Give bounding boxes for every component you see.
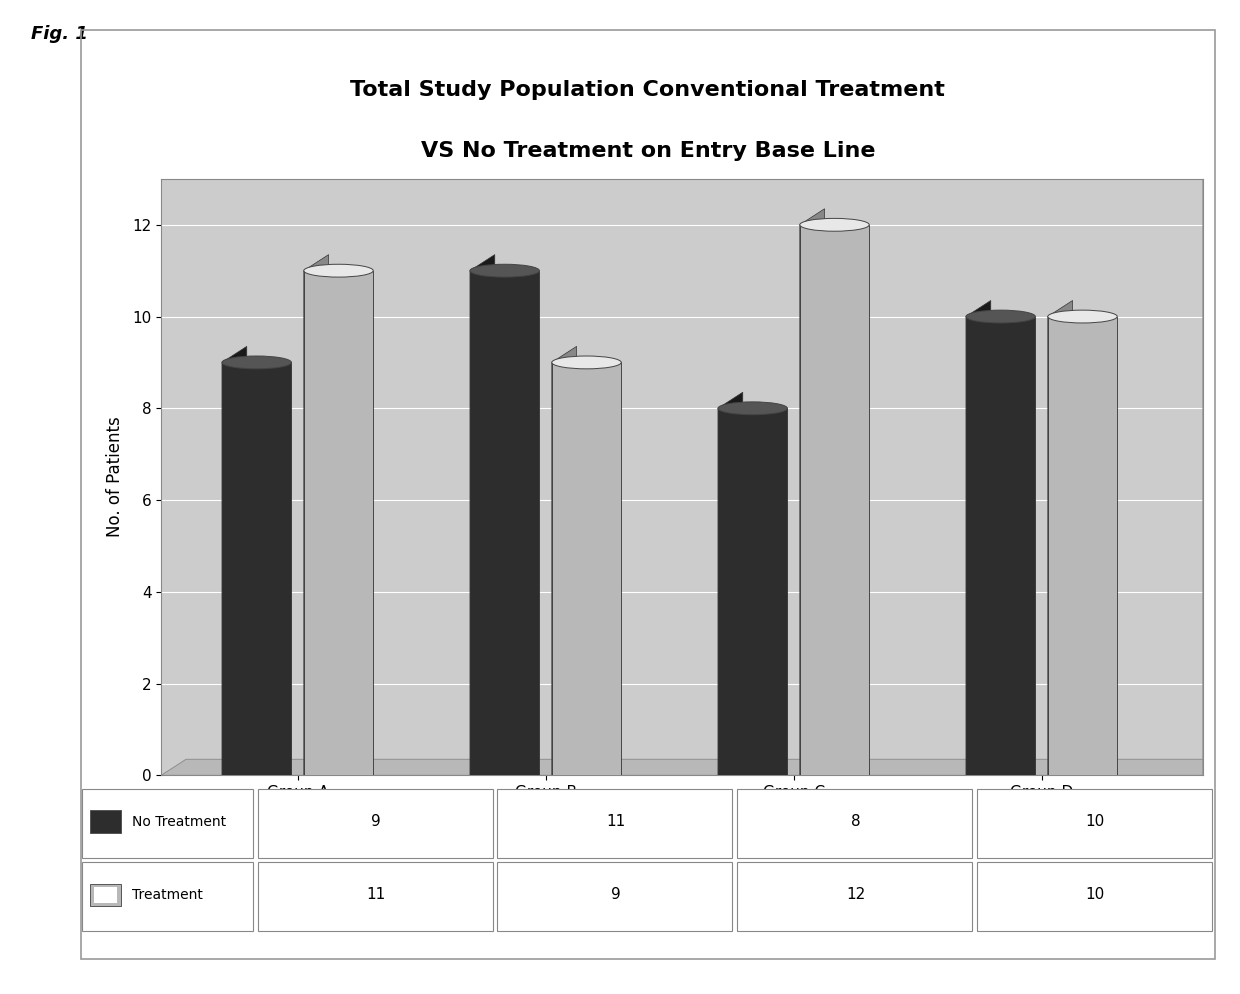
Text: 11: 11 <box>367 888 386 903</box>
Bar <box>737 862 972 931</box>
Text: VS No Treatment on Entry Base Line: VS No Treatment on Entry Base Line <box>420 141 875 161</box>
Bar <box>304 270 373 775</box>
Ellipse shape <box>966 310 1035 323</box>
Polygon shape <box>470 254 495 775</box>
Bar <box>258 789 492 858</box>
Polygon shape <box>552 346 577 775</box>
Text: 10: 10 <box>1086 888 1105 903</box>
Polygon shape <box>718 393 743 775</box>
Bar <box>977 789 1211 858</box>
Bar <box>222 363 291 775</box>
Text: 9: 9 <box>372 814 381 829</box>
Text: No Treatment: No Treatment <box>131 815 226 829</box>
Bar <box>552 363 621 775</box>
Bar <box>94 887 117 903</box>
Bar <box>977 862 1211 931</box>
Ellipse shape <box>304 264 373 277</box>
Text: 12: 12 <box>846 888 866 903</box>
Y-axis label: No. of Patients: No. of Patients <box>105 416 124 538</box>
Ellipse shape <box>718 402 787 414</box>
Text: Treatment: Treatment <box>131 888 202 902</box>
Polygon shape <box>222 346 247 775</box>
Bar <box>470 270 539 775</box>
Text: Total Study Population Conventional Treatment: Total Study Population Conventional Trea… <box>351 80 945 99</box>
Bar <box>497 862 733 931</box>
Bar <box>89 810 122 833</box>
Bar <box>800 225 869 775</box>
Polygon shape <box>304 254 329 775</box>
Bar <box>1048 316 1117 775</box>
Ellipse shape <box>222 356 291 369</box>
Polygon shape <box>1048 300 1073 775</box>
Polygon shape <box>161 759 1228 775</box>
Bar <box>718 409 787 775</box>
Text: Fig. 1: Fig. 1 <box>31 25 88 43</box>
Bar <box>258 862 492 931</box>
Ellipse shape <box>470 264 539 277</box>
Polygon shape <box>1203 163 1228 775</box>
Ellipse shape <box>552 356 621 369</box>
Bar <box>966 316 1035 775</box>
Bar <box>82 789 253 858</box>
Polygon shape <box>966 300 991 775</box>
Polygon shape <box>800 209 825 775</box>
Bar <box>82 862 253 931</box>
Text: 8: 8 <box>851 814 861 829</box>
Text: 9: 9 <box>611 888 621 903</box>
Polygon shape <box>161 163 1228 179</box>
Ellipse shape <box>1048 310 1117 323</box>
Text: 11: 11 <box>606 814 626 829</box>
Text: 10: 10 <box>1086 814 1105 829</box>
Bar <box>497 789 733 858</box>
Bar <box>737 789 972 858</box>
Bar <box>89 884 122 907</box>
Ellipse shape <box>800 219 869 232</box>
